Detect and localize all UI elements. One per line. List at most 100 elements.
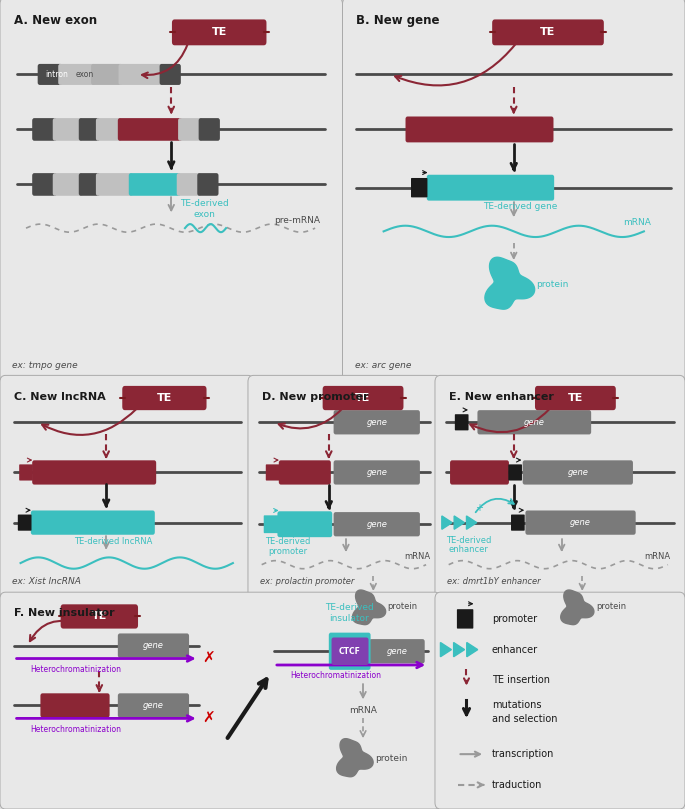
Text: Heterochromatinization: Heterochromatinization (30, 665, 121, 674)
FancyBboxPatch shape (177, 173, 201, 196)
Text: gene: gene (366, 468, 387, 477)
Text: TE: TE (356, 393, 371, 403)
FancyBboxPatch shape (0, 375, 253, 599)
Text: mRNA: mRNA (349, 705, 377, 715)
Text: TE-derived gene: TE-derived gene (484, 202, 558, 211)
Text: mutations: mutations (492, 700, 541, 709)
Text: promoter: promoter (492, 614, 537, 624)
Text: TE-derived
insulator: TE-derived insulator (325, 603, 374, 623)
Text: exon: exon (193, 210, 215, 218)
Polygon shape (353, 590, 386, 625)
FancyBboxPatch shape (129, 173, 181, 196)
Text: protein: protein (596, 602, 626, 612)
Text: gene: gene (143, 641, 164, 650)
FancyBboxPatch shape (0, 592, 440, 809)
FancyBboxPatch shape (38, 64, 62, 85)
FancyBboxPatch shape (457, 609, 473, 629)
Text: ex: dmrt1bY enhancer: ex: dmrt1bY enhancer (447, 577, 541, 586)
Polygon shape (466, 516, 477, 529)
FancyBboxPatch shape (492, 19, 604, 45)
Polygon shape (454, 516, 464, 529)
Text: +: + (475, 503, 484, 513)
Text: ✗: ✗ (203, 651, 215, 666)
FancyBboxPatch shape (329, 633, 371, 670)
FancyBboxPatch shape (53, 118, 83, 141)
FancyBboxPatch shape (266, 464, 279, 481)
Polygon shape (561, 590, 594, 625)
Text: gene: gene (143, 701, 164, 710)
Text: enhancer: enhancer (449, 545, 488, 554)
Text: ex: prolactin promoter: ex: prolactin promoter (260, 577, 355, 586)
Text: mRNA: mRNA (404, 553, 430, 561)
FancyBboxPatch shape (79, 173, 100, 196)
Text: traduction: traduction (492, 780, 543, 790)
Text: Heterochromatinization: Heterochromatinization (290, 671, 381, 680)
FancyBboxPatch shape (96, 118, 122, 141)
FancyBboxPatch shape (427, 175, 554, 201)
Polygon shape (440, 642, 451, 657)
FancyBboxPatch shape (248, 375, 440, 599)
Text: protein: protein (536, 280, 568, 290)
Text: F. New insulator: F. New insulator (14, 608, 114, 618)
FancyBboxPatch shape (58, 64, 95, 85)
Text: gene: gene (366, 519, 387, 529)
FancyBboxPatch shape (342, 0, 685, 383)
FancyBboxPatch shape (32, 460, 156, 485)
FancyBboxPatch shape (323, 386, 403, 410)
FancyBboxPatch shape (450, 460, 509, 485)
FancyBboxPatch shape (523, 460, 633, 485)
FancyBboxPatch shape (197, 173, 219, 196)
Text: TE: TE (540, 28, 556, 37)
FancyBboxPatch shape (332, 637, 369, 665)
Text: exon: exon (76, 70, 94, 79)
FancyBboxPatch shape (264, 515, 279, 533)
FancyBboxPatch shape (455, 414, 469, 430)
Text: A. New exon: A. New exon (14, 14, 97, 27)
FancyBboxPatch shape (118, 118, 182, 141)
Text: TE-derived: TE-derived (179, 199, 229, 208)
Text: gene: gene (386, 646, 408, 656)
FancyBboxPatch shape (32, 173, 57, 196)
FancyBboxPatch shape (160, 64, 181, 85)
Text: TE insertion: TE insertion (492, 676, 550, 685)
FancyBboxPatch shape (118, 693, 189, 718)
FancyBboxPatch shape (334, 410, 420, 434)
Text: intron: intron (45, 70, 68, 79)
FancyBboxPatch shape (435, 375, 685, 599)
FancyBboxPatch shape (60, 604, 138, 629)
FancyBboxPatch shape (525, 510, 636, 535)
FancyBboxPatch shape (178, 118, 203, 141)
Polygon shape (485, 257, 535, 309)
FancyBboxPatch shape (91, 64, 123, 85)
Text: TE-derived: TE-derived (265, 537, 310, 546)
FancyBboxPatch shape (18, 515, 32, 531)
Text: B. New gene: B. New gene (356, 14, 440, 27)
Polygon shape (453, 642, 464, 657)
Text: gene: gene (524, 417, 545, 427)
Text: CTCF: CTCF (339, 646, 361, 656)
Text: TE: TE (212, 28, 227, 37)
FancyBboxPatch shape (334, 512, 420, 536)
Text: ex: Xist lncRNA: ex: Xist lncRNA (12, 577, 82, 586)
FancyBboxPatch shape (118, 633, 189, 658)
Polygon shape (336, 739, 373, 777)
FancyBboxPatch shape (79, 118, 100, 141)
FancyBboxPatch shape (32, 118, 57, 141)
Text: promoter: promoter (268, 547, 308, 556)
Text: pre-mRNA: pre-mRNA (275, 216, 321, 225)
FancyBboxPatch shape (406, 116, 553, 142)
FancyBboxPatch shape (334, 460, 420, 485)
Text: TE: TE (92, 612, 107, 621)
Text: gene: gene (570, 518, 591, 527)
FancyBboxPatch shape (122, 386, 207, 410)
FancyBboxPatch shape (172, 19, 266, 45)
Text: protein: protein (387, 602, 417, 612)
FancyBboxPatch shape (535, 386, 616, 410)
Text: D. New promoter: D. New promoter (262, 392, 369, 401)
Polygon shape (466, 642, 477, 657)
Text: mRNA: mRNA (644, 553, 670, 561)
FancyBboxPatch shape (19, 464, 33, 481)
FancyBboxPatch shape (411, 178, 427, 197)
Text: gene: gene (567, 468, 588, 477)
FancyBboxPatch shape (279, 460, 331, 485)
